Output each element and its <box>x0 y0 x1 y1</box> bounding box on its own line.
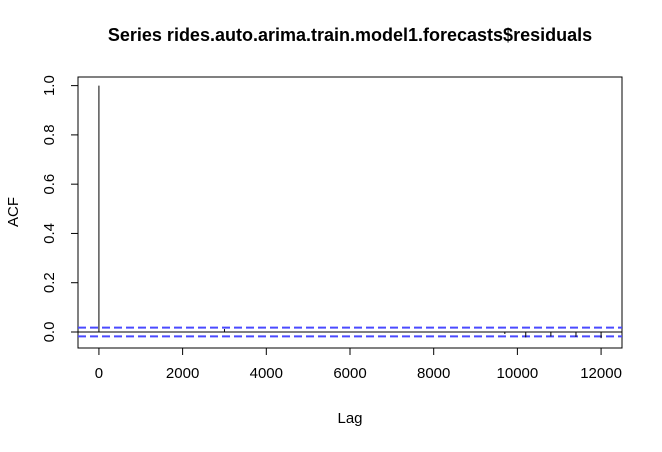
y-tick-label: 0.8 <box>41 124 58 145</box>
y-tick-label: 0.0 <box>41 322 58 343</box>
x-tick-label: 6000 <box>333 365 366 382</box>
x-axis-label: Lag <box>337 410 362 427</box>
acf-bars <box>98 85 602 339</box>
x-tick-label: 12000 <box>580 365 622 382</box>
plot-frame <box>77 76 623 349</box>
x-axis: 0 2000 4000 6000 8000 10000 12000 <box>95 347 622 382</box>
x-tick-label: 0 <box>95 365 103 382</box>
y-tick-label: 0.4 <box>41 223 58 244</box>
chart-title: Series rides.auto.arima.train.model1.for… <box>108 25 592 45</box>
y-tick-label: 1.0 <box>41 75 58 96</box>
x-tick-label: 4000 <box>250 365 283 382</box>
y-axis-label: ACF <box>5 197 22 227</box>
y-tick-label: 0.6 <box>41 174 58 195</box>
x-tick-label: 8000 <box>417 365 450 382</box>
x-tick-label: 2000 <box>166 365 199 382</box>
y-axis: 0.0 0.2 0.4 0.6 0.8 1.0 <box>41 75 79 343</box>
y-tick-label: 0.2 <box>41 272 58 293</box>
confidence-bounds <box>78 326 622 338</box>
x-tick-label: 10000 <box>497 365 539 382</box>
